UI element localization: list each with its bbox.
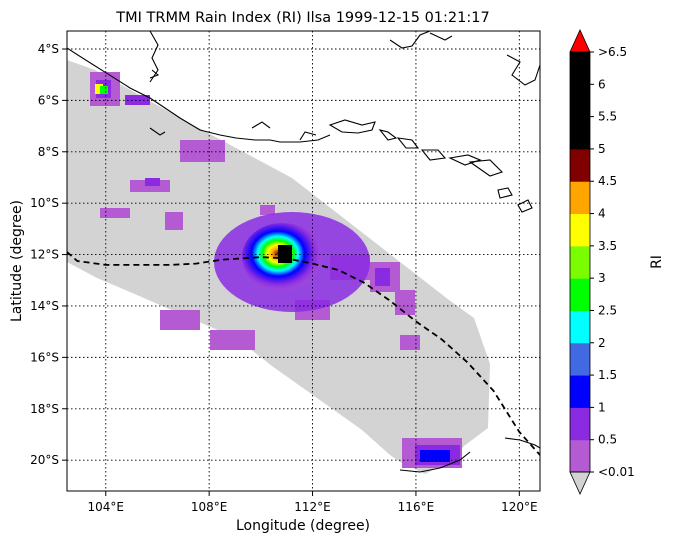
colorbar-tick-label: 1.5 (598, 368, 617, 382)
colorbar-segment (570, 310, 590, 344)
colorbar-segment (570, 278, 590, 311)
y-tick-label: 4°S (38, 42, 59, 56)
plot-title: TMI TRMM Rain Index (RI) Ilsa 1999-12-15… (115, 10, 489, 26)
colorbar-segment (570, 148, 590, 182)
storm-track (67, 251, 540, 456)
colorbar-tick-label: >6.5 (598, 45, 627, 59)
colorbar-segment (570, 213, 590, 247)
coastlines (67, 31, 540, 473)
colorbar-tick-label: 3 (598, 271, 606, 285)
colorbar-segment (570, 407, 590, 441)
colorbar-tick-label: 4 (598, 207, 606, 221)
map-area (67, 31, 540, 491)
colorbar-tick-label: 6 (598, 77, 606, 91)
colorbar-tick-label: 2.5 (598, 303, 617, 317)
colorbar-segment (570, 52, 590, 85)
colorbar-tick-label: 4.5 (598, 174, 617, 188)
colorbar-tick-label: 5 (598, 142, 606, 156)
colorbar-frame (569, 51, 591, 473)
x-axis-label: Longitude (degree) (236, 518, 370, 534)
y-tick-label: 16°S (30, 350, 59, 364)
y-tick-label: 8°S (38, 145, 59, 159)
y-axis-ticks: 4°S 6°S 8°S 10°S 12°S 14°S 16°S 18°S 20°S (30, 42, 67, 467)
colorbar-segment (570, 84, 590, 118)
x-tick-label: 120°E (501, 500, 538, 514)
x-tick-label: 104°E (88, 500, 125, 514)
colorbar: <0.01 0.5 1 1.5 2 2.5 3 3.5 4 4.5 5 5.5 6 >6.5 (569, 29, 635, 495)
colorbar-segment (570, 342, 590, 376)
map-frame (66, 30, 541, 492)
y-tick-label: 18°S (30, 402, 59, 416)
y-tick-label: 6°S (38, 93, 59, 107)
heavy-rain-patches (95, 84, 450, 462)
colorbar-label: RI (649, 255, 665, 269)
y-tick-label: 10°S (30, 196, 59, 210)
colorbar-tick-label: 5.5 (598, 110, 617, 124)
colorbar-tick-label: 3.5 (598, 239, 617, 253)
colorbar-tick-label: 1 (598, 400, 606, 414)
gridlines (67, 31, 540, 491)
colorbar-tick-label: 0.5 (598, 433, 617, 447)
colorbar-under-arrow (569, 471, 591, 495)
y-tick-label: 20°S (30, 453, 59, 467)
colorbar-segment (570, 439, 590, 473)
x-axis-ticks: 104°E 108°E 112°E 116°E 120°E (88, 491, 538, 514)
colorbar-segment (570, 245, 590, 279)
y-tick-label: 14°S (30, 299, 59, 313)
y-tick-label: 12°S (30, 248, 59, 262)
colorbar-tick-label: 2 (598, 336, 606, 350)
colorbar-segment (570, 181, 590, 215)
y-axis-label: Latitude (degree) (9, 200, 25, 322)
colorbar-tick-label: <0.01 (598, 465, 635, 479)
x-tick-label: 116°E (398, 500, 435, 514)
x-tick-label: 112°E (294, 500, 331, 514)
colorbar-segment (570, 116, 590, 150)
colorbar-over-arrow (569, 29, 591, 53)
colorbar-segment (570, 375, 590, 408)
x-tick-label: 108°E (191, 500, 228, 514)
